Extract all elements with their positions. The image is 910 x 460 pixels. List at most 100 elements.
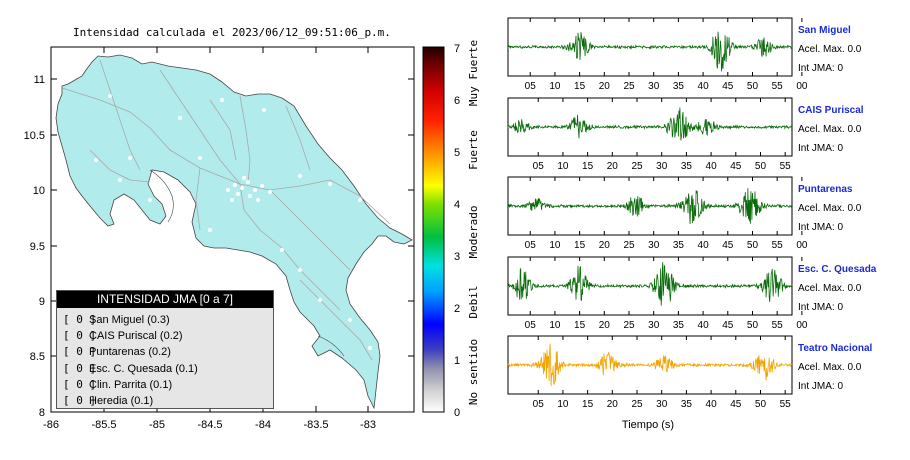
seismogram-tick-label: 20 (599, 81, 611, 92)
seismogram-tick-label: 20 (599, 320, 611, 331)
seismogram-tick-label: 55 (772, 320, 784, 331)
seismogram-tick-label: 25 (623, 320, 635, 331)
seismogram-tick-label: 10 (549, 240, 561, 251)
x-tick-label: -84.5 (197, 419, 222, 431)
legend-item: [ 0 ]Heredia (0.1) (63, 393, 273, 409)
station-name: Esc. C. Quesada (798, 264, 877, 275)
station-jma: Int JMA: 0 (798, 143, 844, 154)
station-name: CAIS Puriscal (798, 105, 864, 116)
colorbar-category: Moderado (467, 206, 480, 259)
station-info: Puntarenas Acel. Max. 0.0 Int JMA: 0 (798, 180, 861, 237)
colorbar-category: No sentido (467, 339, 480, 405)
seismogram-tick-label: 15 (574, 240, 586, 251)
seismogram-tick-label: 40 (706, 161, 718, 172)
seismogram-tick-label: 55 (780, 399, 792, 410)
seismogram-trace (507, 31, 793, 72)
legend-item-level: [ 0 ] (63, 345, 97, 359)
legend-list: [ 0 ]San Miguel (0.3)[ 0 ]CAIS Puriscal … (57, 308, 273, 409)
seismogram-tick-label: 05 (525, 320, 537, 331)
seismogram-tick-label: 30 (656, 399, 668, 410)
colorbar-tick: 1 (454, 355, 460, 367)
seismogram-tick-label: 10 (557, 161, 569, 172)
x-tick-label: -83 (360, 419, 376, 431)
legend-item: [ 0 ]Clin. Parrita (0.1) (63, 377, 273, 393)
seismogram-tick-label: 30 (648, 81, 660, 92)
colorbar-category: Muy Fuerte (467, 40, 480, 106)
station-info: San Miguel Acel. Max. 0.0 Int JMA: 0 (798, 21, 861, 78)
legend-item-label: Heredia (0.1) (89, 395, 154, 408)
seismogram-tick-label: 10 (557, 399, 569, 410)
x-tick-label: -86 (43, 419, 59, 431)
seismogram-tick-label: 00 (796, 320, 808, 331)
station-info: Esc. C. Quesada Acel. Max. 0.0 Int JMA: 0 (798, 260, 876, 317)
seismogram-tick-label: 05 (525, 81, 537, 92)
station-info: Teatro Nacional Acel. Max. 0.0 Int JMA: 0 (798, 339, 872, 396)
station-jma: Int JMA: 0 (798, 63, 844, 74)
station-acel: Acel. Max. 0.0 (798, 124, 862, 135)
seismogram-trace (508, 188, 793, 225)
colorbar-tick: 6 (454, 95, 460, 107)
seismogram-tick-label: 50 (755, 161, 767, 172)
seismogram-tick-label: 50 (747, 320, 759, 331)
map-y-axis: 11 10.5 10 9.5 9 8.5 8 (24, 74, 45, 419)
station-dots (94, 94, 372, 350)
seismogram-tick-label: 40 (698, 81, 710, 92)
station-jma: Int JMA: 0 (798, 302, 844, 313)
y-tick-label: 9.5 (30, 241, 45, 253)
seismogram-tick-label: 20 (607, 161, 619, 172)
legend-item-label: Puntarenas (0.2) (89, 346, 171, 359)
legend-item: [ 0 ]Puntarenas (0.2) (63, 344, 273, 360)
seismogram-panels: 05 10 15 20 25 30 35 40 45 50 55 00 05 10 15 20 25 30 35 40… (507, 17, 808, 410)
station-acel: Acel. Max. 0.0 (798, 203, 862, 214)
x-tick-label: -85.5 (91, 419, 116, 431)
seismogram-tick-label: 15 (574, 81, 586, 92)
seismogram-tick-label: 50 (747, 81, 759, 92)
seismogram-trace (507, 107, 793, 141)
y-tick-label: 8.5 (30, 351, 45, 363)
seismogram-tick-label: 45 (722, 81, 734, 92)
legend-title: INTENSIDAD JMA [0 a 7] (57, 291, 273, 308)
colorbar-tick: 3 (454, 251, 460, 263)
seismogram-tick-label: 50 (755, 399, 767, 410)
station-info: CAIS Puriscal Acel. Max. 0.0 Int JMA: 0 (798, 101, 864, 158)
station-jma: Int JMA: 0 (798, 222, 844, 233)
seismogram-tick-label: 35 (681, 161, 693, 172)
colorbar-tick: 2 (454, 303, 460, 315)
seismogram-xlabel: Tiempo (s) (622, 419, 674, 431)
legend-item-level: [ 0 ] (63, 313, 97, 326)
legend-item-level: [ 0 ] (63, 377, 97, 391)
seismogram-tick-label: 40 (698, 320, 710, 331)
legend-item-label: Clin. Parrita (0.1) (89, 378, 173, 391)
legend-item-level: [ 0 ] (63, 329, 97, 343)
legend-item: [ 0 ]San Miguel (0.3) (63, 312, 273, 328)
seismogram-tick-label: 30 (648, 240, 660, 251)
seismogram-tick-label: 40 (698, 240, 710, 251)
legend-item: [ 0 ]CAIS Puriscal (0.2) (63, 328, 273, 344)
seismogram-tick-label: 25 (623, 81, 635, 92)
intensity-legend: INTENSIDAD JMA [0 a 7] [ 0 ]San Miguel (… (56, 290, 274, 409)
seismogram-tick-label: 45 (730, 161, 742, 172)
y-tick-label: 8 (39, 407, 45, 419)
seismogram-tick-label: 30 (648, 320, 660, 331)
colorbar-tick: 4 (454, 199, 460, 211)
seismogram-tick-label: 20 (607, 399, 619, 410)
map-title: Intensidad calculada el 2023/06/12_09:51… (73, 26, 391, 39)
seismogram-tick-label: 35 (681, 399, 693, 410)
y-tick-label: 10.5 (24, 130, 45, 142)
seismogram-tick-label: 00 (796, 81, 808, 92)
y-tick-label: 11 (34, 74, 45, 86)
y-tick-label: 10 (33, 185, 45, 197)
seismogram-tick-label: 00 (796, 240, 808, 251)
station-acel: Acel. Max. 0.0 (798, 44, 862, 55)
seismogram-tick-label: 20 (599, 240, 611, 251)
station-name: San Miguel (798, 25, 851, 36)
seismogram-tick-label: 35 (673, 81, 685, 92)
seismogram-tick-label: 05 (525, 240, 537, 251)
seismogram-tick-label: 40 (706, 399, 718, 410)
seismogram-tick-label: 55 (772, 81, 784, 92)
map-x-axis: -86 -85.5 -85 -84.5 -84 -83.5 -83 (43, 419, 376, 431)
seismogram-tick-label: 10 (549, 320, 561, 331)
legend-item-label: CAIS Puriscal (0.2) (89, 330, 183, 343)
seismogram-tick-label: 25 (631, 161, 643, 172)
